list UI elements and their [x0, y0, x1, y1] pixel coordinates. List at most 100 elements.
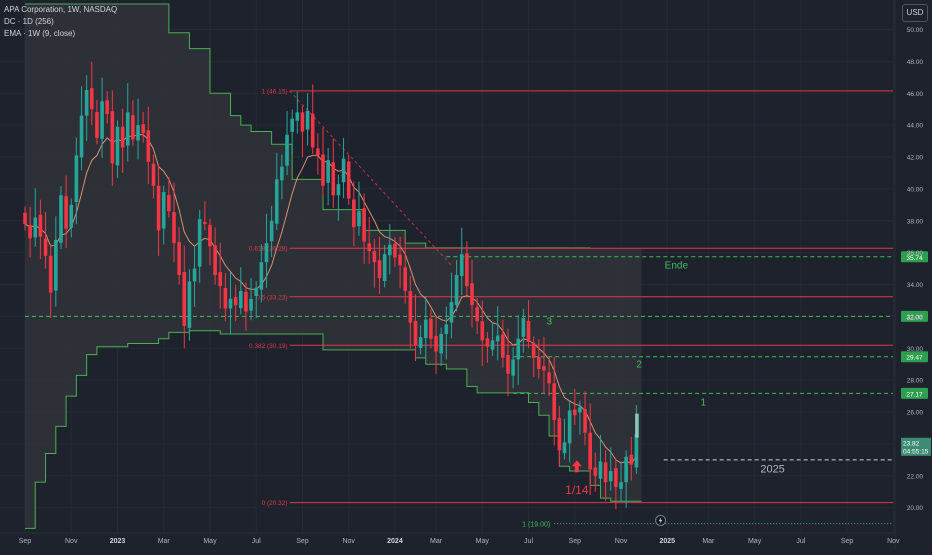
candle[interactable] — [362, 193, 366, 264]
candle[interactable] — [238, 267, 243, 315]
candle[interactable] — [95, 99, 99, 145]
candle[interactable] — [213, 227, 217, 285]
candle[interactable] — [249, 278, 253, 321]
candle[interactable] — [208, 218, 212, 266]
candle[interactable] — [48, 243, 53, 319]
candle[interactable] — [228, 272, 233, 334]
symbol-title[interactable]: APA Corporation, 1W, NASDAQ — [4, 5, 118, 14]
candle[interactable] — [439, 327, 443, 367]
candle[interactable] — [387, 223, 392, 275]
candle[interactable] — [480, 300, 485, 366]
candle[interactable] — [449, 272, 454, 339]
candle[interactable] — [23, 206, 27, 231]
candle[interactable] — [120, 108, 125, 173]
candle[interactable] — [264, 213, 269, 288]
candle[interactable] — [583, 391, 587, 446]
candle[interactable] — [244, 282, 248, 331]
candle[interactable] — [572, 388, 577, 425]
candle[interactable] — [357, 181, 361, 236]
candle[interactable] — [336, 174, 341, 221]
candle[interactable] — [177, 227, 181, 285]
candle[interactable] — [608, 447, 613, 491]
candle[interactable] — [115, 120, 120, 179]
candle[interactable] — [172, 182, 176, 263]
candle[interactable] — [603, 450, 608, 502]
candle[interactable] — [182, 245, 187, 349]
candle[interactable] — [59, 186, 63, 250]
candle[interactable] — [69, 198, 74, 238]
candle[interactable] — [552, 356, 557, 446]
candle[interactable] — [588, 403, 592, 495]
candle[interactable] — [28, 207, 32, 258]
candle[interactable] — [537, 339, 541, 379]
candle[interactable] — [434, 315, 438, 374]
candle[interactable] — [413, 294, 418, 362]
currency-button[interactable]: USD — [902, 4, 928, 22]
candle[interactable] — [54, 216, 58, 307]
candle[interactable] — [79, 86, 84, 171]
candle[interactable] — [326, 148, 330, 206]
candle[interactable] — [398, 236, 402, 288]
candle[interactable] — [511, 347, 515, 389]
candle[interactable] — [110, 90, 115, 186]
candle[interactable] — [192, 245, 197, 307]
candle[interactable] — [403, 237, 408, 304]
candle[interactable] — [274, 152, 279, 231]
candle[interactable] — [521, 308, 526, 353]
candle[interactable] — [269, 205, 274, 258]
candle[interactable] — [197, 209, 202, 283]
candle[interactable] — [38, 199, 43, 260]
candle[interactable] — [131, 100, 135, 146]
candle[interactable] — [280, 154, 284, 200]
candle[interactable] — [470, 259, 474, 328]
candle[interactable] — [254, 281, 259, 319]
candle[interactable] — [614, 458, 618, 510]
candle[interactable] — [310, 84, 315, 154]
candle[interactable] — [233, 284, 238, 322]
candle[interactable] — [346, 155, 351, 205]
candle[interactable] — [290, 109, 294, 155]
annotations[interactable]: Ende 3 2 1 2025 1/14 — [547, 261, 893, 526]
candle[interactable] — [526, 300, 531, 349]
candle[interactable] — [223, 273, 228, 322]
candle[interactable] — [367, 216, 372, 264]
candle[interactable] — [393, 237, 397, 267]
candle[interactable] — [218, 242, 223, 309]
candle[interactable] — [382, 245, 387, 288]
candle[interactable] — [321, 128, 325, 196]
candle[interactable] — [593, 452, 598, 492]
candle[interactable] — [598, 435, 603, 486]
candle[interactable] — [547, 357, 551, 397]
candle[interactable] — [352, 181, 356, 247]
candle[interactable] — [444, 306, 449, 360]
candle[interactable] — [372, 238, 377, 288]
candle[interactable] — [295, 91, 300, 134]
candle[interactable] — [146, 106, 151, 185]
candle[interactable] — [259, 244, 264, 303]
candle[interactable] — [578, 400, 582, 435]
candle[interactable] — [84, 75, 89, 142]
candle[interactable] — [105, 91, 110, 124]
candle[interactable] — [454, 259, 459, 312]
candle[interactable] — [161, 185, 166, 245]
candle[interactable] — [100, 77, 104, 158]
candle[interactable] — [501, 319, 505, 368]
candle[interactable] — [167, 177, 171, 218]
candle[interactable] — [629, 436, 634, 481]
candle[interactable] — [531, 336, 536, 377]
candle[interactable] — [33, 188, 38, 247]
candle[interactable] — [408, 275, 413, 349]
candle[interactable] — [285, 111, 289, 176]
indicator-ema-label[interactable]: EMA · 1W (9, close) — [4, 29, 76, 38]
time-axis[interactable]: Sep Nov 2023 Mar May Jul Sep Nov 2024 Mar May Jul Se… — [0, 532, 900, 545]
candle[interactable] — [562, 418, 567, 460]
candle[interactable] — [136, 98, 140, 160]
candle[interactable] — [557, 405, 562, 467]
candle[interactable] — [141, 112, 145, 143]
candle[interactable] — [516, 315, 521, 385]
candle[interactable] — [43, 212, 48, 269]
price-axis[interactable]: 20.0022.0024.0026.0028.0030.0032.0034.00… — [894, 0, 931, 550]
candle[interactable] — [74, 137, 79, 225]
